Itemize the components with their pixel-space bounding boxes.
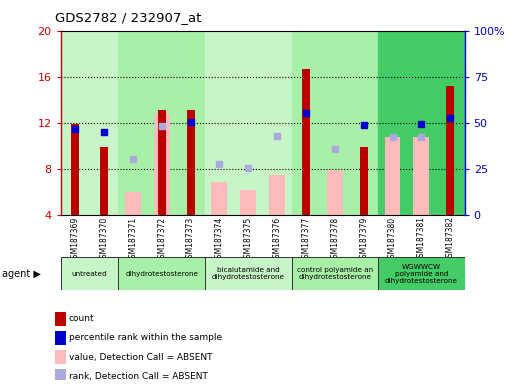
- Text: bicalutamide and
dihydrotestosterone: bicalutamide and dihydrotestosterone: [212, 267, 285, 280]
- Text: agent ▶: agent ▶: [2, 268, 41, 279]
- Bar: [378, 257, 465, 290]
- Bar: [55, 331, 65, 345]
- Bar: [61, 31, 118, 215]
- Bar: [55, 369, 65, 383]
- Bar: [71, 124, 79, 215]
- Bar: [154, 114, 169, 215]
- Bar: [55, 350, 65, 364]
- Bar: [212, 182, 228, 215]
- Text: WGWWCW
polyamide and
dihydrotestosterone: WGWWCW polyamide and dihydrotestosterone: [385, 263, 458, 284]
- Bar: [413, 137, 429, 215]
- Bar: [240, 190, 256, 215]
- Text: count: count: [69, 314, 94, 323]
- Bar: [384, 137, 400, 215]
- Bar: [118, 257, 205, 290]
- Bar: [61, 257, 118, 290]
- Bar: [186, 110, 195, 215]
- Bar: [55, 312, 65, 326]
- Bar: [205, 257, 291, 290]
- Bar: [291, 31, 378, 215]
- Bar: [291, 257, 378, 290]
- Bar: [446, 86, 454, 215]
- Bar: [100, 147, 108, 215]
- Text: control polyamide an
dihydrotestosterone: control polyamide an dihydrotestosterone: [297, 267, 373, 280]
- Text: rank, Detection Call = ABSENT: rank, Detection Call = ABSENT: [69, 372, 208, 381]
- Bar: [360, 147, 367, 215]
- Bar: [118, 31, 205, 215]
- Bar: [327, 170, 343, 215]
- Text: untreated: untreated: [72, 271, 107, 276]
- Bar: [205, 31, 291, 215]
- Bar: [269, 175, 285, 215]
- Bar: [158, 110, 166, 215]
- Bar: [125, 192, 141, 215]
- Text: GDS2782 / 232907_at: GDS2782 / 232907_at: [55, 12, 202, 25]
- Text: dihydrotestosterone: dihydrotestosterone: [125, 271, 198, 276]
- Bar: [378, 31, 465, 215]
- Text: percentile rank within the sample: percentile rank within the sample: [69, 333, 222, 343]
- Text: value, Detection Call = ABSENT: value, Detection Call = ABSENT: [69, 353, 212, 362]
- Bar: [302, 69, 310, 215]
